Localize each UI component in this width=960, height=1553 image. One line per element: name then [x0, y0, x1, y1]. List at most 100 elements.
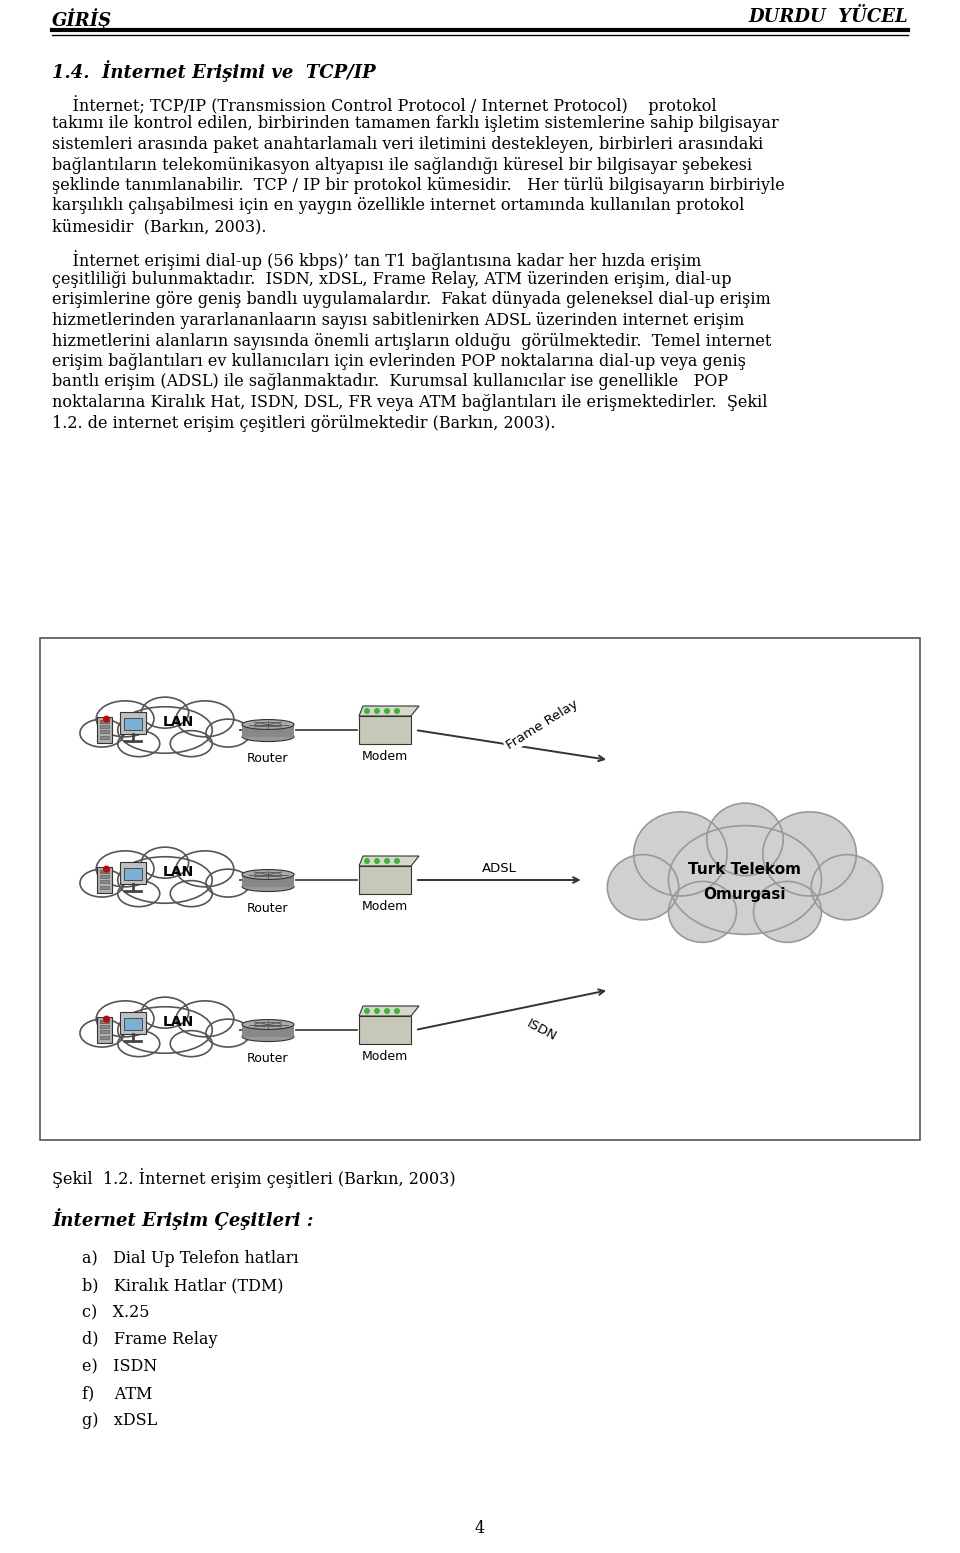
Text: a)   Dial Up Telefon hatları: a) Dial Up Telefon hatları [82, 1250, 299, 1267]
Ellipse shape [634, 812, 727, 896]
Ellipse shape [176, 851, 234, 887]
Ellipse shape [668, 826, 822, 935]
Ellipse shape [118, 730, 159, 756]
Bar [359, 867, 411, 895]
Polygon shape [359, 707, 419, 716]
Text: hizmetlerini alanların sayısında önemli artışların olduğu  görülmektedir.  Temel: hizmetlerini alanların sayısında önemli … [52, 332, 772, 349]
Text: Frame Relay: Frame Relay [504, 697, 580, 752]
Ellipse shape [141, 697, 188, 728]
Bar [242, 1025, 294, 1036]
Text: takımı ile kontrol edilen, birbirinden tamamen farklı işletim sistemlerine sahip: takımı ile kontrol edilen, birbirinden t… [52, 115, 779, 132]
Circle shape [394, 1008, 400, 1014]
Text: f)    ATM: f) ATM [82, 1385, 153, 1402]
Ellipse shape [242, 731, 294, 741]
Text: şeklinde tanımlanabilir.  TCP / IP bir protokol kümesidir.   Her türlü bilgisaya: şeklinde tanımlanabilir. TCP / IP bir pr… [52, 177, 784, 194]
Text: bantlı erişim (ADSL) ile sağlanmaktadır.  Kurumsal kullanıcılar ise genellikle  : bantlı erişim (ADSL) ile sağlanmaktadır.… [52, 374, 728, 390]
Bar [359, 716, 411, 744]
Text: 1.4.  İnternet Erişimi ve  TCP/IP: 1.4. İnternet Erişimi ve TCP/IP [52, 61, 375, 82]
Bar [100, 870, 108, 873]
Bar [97, 717, 111, 742]
Ellipse shape [118, 857, 212, 904]
Ellipse shape [96, 1000, 154, 1037]
Bar [100, 730, 108, 733]
Bar [124, 719, 142, 730]
Circle shape [384, 857, 390, 863]
Bar [100, 721, 108, 722]
Ellipse shape [170, 730, 212, 756]
Text: c)   X.25: c) X.25 [82, 1305, 150, 1322]
Ellipse shape [96, 700, 154, 736]
Text: Modem: Modem [362, 750, 408, 763]
Ellipse shape [118, 1031, 159, 1056]
Text: noktalarına Kiralık Hat, ISDN, DSL, FR veya ATM bağlantıları ile erişmektedirler: noktalarına Kiralık Hat, ISDN, DSL, FR v… [52, 394, 767, 412]
Ellipse shape [608, 854, 679, 919]
Bar [359, 1016, 411, 1044]
Text: karşılıklı çalışabilmesi için en yaygın özellikle internet ortamında kullanılan : karşılıklı çalışabilmesi için en yaygın … [52, 197, 744, 214]
Ellipse shape [170, 881, 212, 907]
Text: Router: Router [248, 1051, 289, 1065]
Bar [124, 868, 142, 881]
Circle shape [384, 1008, 390, 1014]
Text: Router: Router [248, 752, 289, 766]
Circle shape [374, 1008, 380, 1014]
Bar [242, 725, 294, 736]
Text: İnternet Erişim Çeşitleri :: İnternet Erişim Çeşitleri : [52, 1208, 313, 1230]
Text: İnternet; TCP/IP (Transmission Control Protocol / Internet Protocol)    protokol: İnternet; TCP/IP (Transmission Control P… [52, 95, 716, 115]
Ellipse shape [176, 700, 234, 736]
Ellipse shape [80, 1019, 124, 1047]
Ellipse shape [141, 846, 188, 877]
Bar [97, 1017, 111, 1044]
Ellipse shape [118, 881, 159, 907]
Text: GİRİŞ: GİRİŞ [52, 8, 112, 30]
Ellipse shape [242, 1020, 294, 1030]
Bar [124, 1019, 142, 1031]
Ellipse shape [811, 854, 882, 919]
Text: DURDU  YÜCEL: DURDU YÜCEL [749, 8, 908, 26]
Ellipse shape [206, 719, 250, 747]
Text: çeşitliliği bulunmaktadır.  ISDN, xDSL, Frame Relay, ATM üzerinden erişim, dial-: çeşitliliği bulunmaktadır. ISDN, xDSL, F… [52, 272, 732, 287]
Circle shape [364, 1008, 370, 1014]
Bar [120, 862, 146, 884]
Text: erişim bağlantıları ev kullanıcıları için evlerinden POP noktalarına dial-up vey: erişim bağlantıları ev kullanıcıları içi… [52, 353, 746, 370]
Text: ADSL: ADSL [482, 862, 516, 874]
Circle shape [394, 857, 400, 863]
Text: Router: Router [248, 902, 289, 915]
Polygon shape [359, 1006, 419, 1016]
Text: Modem: Modem [362, 1050, 408, 1062]
Circle shape [394, 708, 400, 714]
Circle shape [384, 708, 390, 714]
Text: 4: 4 [475, 1520, 485, 1537]
Text: LAN: LAN [163, 1016, 194, 1030]
Ellipse shape [80, 719, 124, 747]
Ellipse shape [141, 997, 188, 1028]
Text: b)   Kiralık Hatlar (TDM): b) Kiralık Hatlar (TDM) [82, 1277, 283, 1294]
Bar [100, 881, 108, 884]
Text: İnternet erişimi dial-up (56 kbps)’ tan T1 bağlantısına kadar her hızda erişim: İnternet erişimi dial-up (56 kbps)’ tan … [52, 250, 702, 270]
Ellipse shape [707, 803, 783, 876]
Circle shape [374, 857, 380, 863]
Ellipse shape [242, 870, 294, 879]
Ellipse shape [118, 707, 212, 753]
Ellipse shape [80, 870, 124, 898]
Circle shape [374, 708, 380, 714]
Text: Modem: Modem [362, 901, 408, 913]
Circle shape [103, 716, 110, 722]
Ellipse shape [206, 1019, 250, 1047]
Ellipse shape [754, 882, 822, 943]
Text: sistemleri arasında paket anahtarlamalı veri iletimini destekleyen, birbirleri a: sistemleri arasında paket anahtarlamalı … [52, 137, 763, 154]
Text: d)   Frame Relay: d) Frame Relay [82, 1331, 218, 1348]
Ellipse shape [96, 851, 154, 887]
Ellipse shape [668, 882, 736, 943]
Circle shape [103, 1016, 110, 1022]
Text: erişimlerine göre geniş bandlı uygulamalardır.  Fakat dünyada geleneksel dial-up: erişimlerine göre geniş bandlı uygulamal… [52, 292, 771, 309]
Bar [100, 1020, 108, 1023]
Text: hizmetlerinden yararlananlaarın sayısı sabitlenirken ADSL üzerinden internet eri: hizmetlerinden yararlananlaarın sayısı s… [52, 312, 744, 329]
Text: Omurgasi: Omurgasi [704, 887, 786, 901]
Bar [100, 874, 108, 877]
Bar [100, 725, 108, 728]
Circle shape [103, 865, 110, 873]
Ellipse shape [176, 1000, 234, 1037]
Bar [120, 713, 146, 735]
Bar [97, 867, 111, 893]
Polygon shape [359, 856, 419, 867]
